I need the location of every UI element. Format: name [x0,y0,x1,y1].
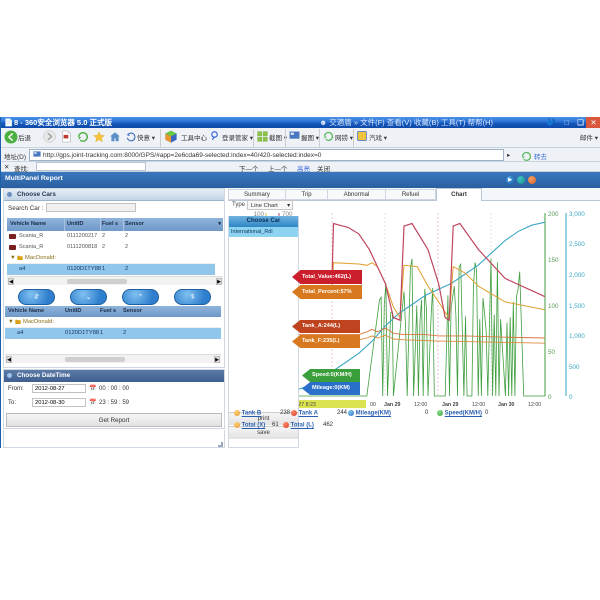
svg-text:50: 50 [548,349,556,356]
svg-text:1,500: 1,500 [569,303,585,310]
svg-text:2,500: 2,500 [569,241,585,248]
svg-text:Jan 29: Jan 29 [442,402,459,408]
svg-text:150: 150 [548,257,559,264]
svg-text:100: 100 [548,303,559,310]
svg-text:00: 00 [370,402,376,408]
svg-text:Jan 29: Jan 29 [384,402,401,408]
svg-text:200: 200 [548,211,559,218]
svg-text:1,000: 1,000 [569,333,585,340]
svg-text:12:00: 12:00 [472,402,485,408]
svg-text:12:00: 12:00 [528,402,541,408]
svg-text:0: 0 [569,394,573,401]
svg-text:3,000: 3,000 [569,211,585,218]
svg-text:0: 0 [548,394,552,401]
svg-text:12:00: 12:00 [414,402,427,408]
svg-text:2,000: 2,000 [569,272,585,279]
svg-text:500: 500 [569,364,580,371]
svg-text:Jan 30: Jan 30 [498,402,515,408]
